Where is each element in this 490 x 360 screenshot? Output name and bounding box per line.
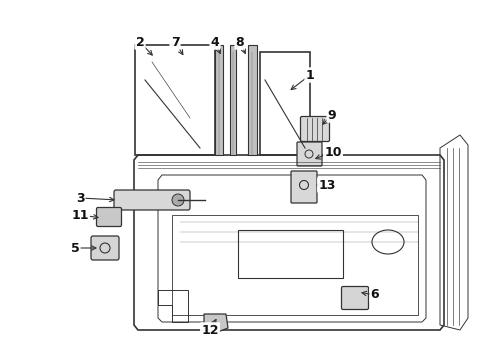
- Bar: [238, 230, 343, 278]
- Bar: [215, 45, 223, 155]
- Text: 3: 3: [75, 192, 84, 204]
- Text: 10: 10: [324, 145, 342, 158]
- Text: 1: 1: [306, 68, 315, 81]
- FancyBboxPatch shape: [97, 207, 122, 226]
- FancyBboxPatch shape: [342, 287, 368, 310]
- FancyBboxPatch shape: [297, 142, 322, 166]
- Text: 7: 7: [171, 36, 179, 49]
- Text: 11: 11: [71, 208, 89, 221]
- Text: 8: 8: [236, 36, 245, 49]
- Text: 12: 12: [201, 324, 219, 337]
- Text: 13: 13: [318, 179, 336, 192]
- FancyBboxPatch shape: [300, 117, 329, 141]
- Bar: [230, 45, 236, 155]
- Text: 5: 5: [71, 242, 79, 255]
- FancyBboxPatch shape: [91, 236, 119, 260]
- Text: 4: 4: [211, 36, 220, 49]
- FancyBboxPatch shape: [114, 190, 190, 210]
- Bar: [248, 45, 257, 155]
- FancyBboxPatch shape: [291, 171, 317, 203]
- Polygon shape: [204, 314, 228, 333]
- Text: 2: 2: [136, 36, 145, 49]
- Text: 9: 9: [328, 108, 336, 122]
- Circle shape: [172, 194, 184, 206]
- Text: 6: 6: [371, 288, 379, 302]
